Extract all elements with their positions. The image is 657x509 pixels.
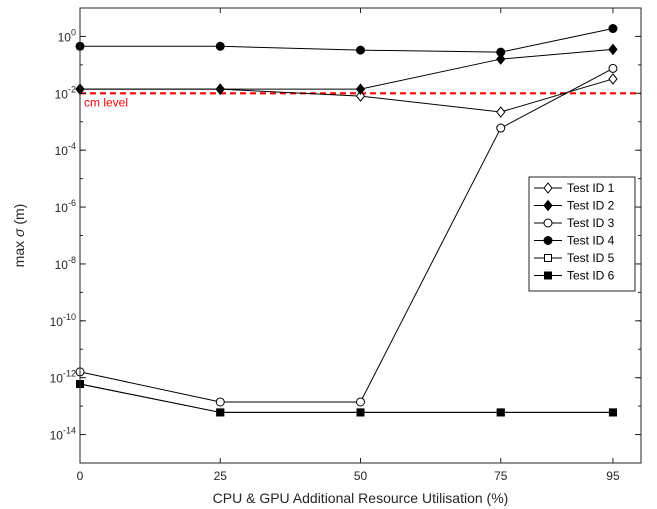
data-point (608, 63, 618, 73)
legend-marker (544, 271, 552, 280)
series-line (80, 78, 614, 113)
y-tick-label: 10-2 (55, 84, 76, 101)
x-tick-label: 95 (606, 469, 620, 483)
legend-entry-3: Test ID 3 (534, 216, 615, 230)
y-tick-label: 100 (58, 27, 76, 44)
legend-entry-2: Test ID 2 (534, 199, 615, 213)
plot-area: cm level (75, 24, 641, 417)
legend-label: Test ID 3 (567, 216, 615, 230)
series-5 (76, 379, 617, 417)
legend-marker (543, 199, 553, 212)
legend-entry-5: Test ID 5 (534, 251, 615, 265)
data-point (355, 90, 366, 102)
data-point (496, 47, 506, 57)
data-point (608, 408, 617, 417)
legend-label: Test ID 5 (567, 251, 615, 265)
data-point (355, 83, 366, 95)
series-4 (75, 24, 618, 57)
data-point (356, 397, 365, 407)
x-tick-label: 75 (494, 469, 508, 483)
data-point (496, 53, 506, 65)
legend-entry-6: Test ID 6 (534, 269, 615, 283)
data-point (356, 408, 365, 417)
series-line (80, 28, 614, 53)
data-point (356, 45, 365, 55)
data-point (215, 41, 225, 51)
series-1 (75, 73, 618, 118)
data-point (496, 123, 506, 133)
data-point (215, 397, 225, 407)
legend-marker (543, 182, 553, 194)
y-tick-label: 10-12 (50, 369, 76, 386)
legend-entry-4: Test ID 4 (534, 234, 615, 248)
legend-label: Test ID 2 (567, 199, 615, 213)
x-tick-label: 50 (354, 469, 368, 483)
data-point (608, 24, 618, 34)
data-point (215, 83, 225, 95)
x-axis-title: CPU & GPU Additional Resource Utilisatio… (213, 490, 509, 506)
y-tick-label: 10-14 (50, 426, 76, 443)
data-point (496, 408, 505, 417)
y-axis-title: max σ (m) (11, 204, 27, 268)
legend-label: Test ID 6 (567, 269, 615, 283)
legend-marker (544, 254, 552, 262)
legend-marker (543, 236, 553, 245)
series-3 (75, 63, 618, 407)
series-line (80, 48, 613, 90)
data-point (608, 43, 618, 56)
series-line (79, 383, 613, 413)
y-tick-label: 10-8 (55, 255, 76, 272)
legend-entry-1: Test ID 1 (534, 181, 615, 195)
data-point (608, 73, 618, 85)
series-line (79, 383, 613, 413)
legend: Test ID 1 Test ID 2 Test ID 3 Test ID 4 Test… (528, 176, 636, 292)
data-point (496, 106, 506, 118)
x-tick-label: 0 (77, 469, 84, 483)
legend-label: Test ID 4 (567, 234, 615, 248)
data-point (216, 408, 225, 417)
series-2 (75, 43, 618, 95)
y-tick-label: 10-6 (55, 198, 76, 215)
reference-line-label: cm level (84, 95, 128, 109)
legend-marker (543, 218, 553, 228)
series-6 (76, 379, 617, 417)
legend-label: Test ID 1 (567, 181, 615, 195)
y-tick-label: 10-4 (55, 141, 76, 158)
x-tick-label: 25 (214, 469, 228, 483)
y-tick-label: 10-10 (50, 312, 76, 329)
